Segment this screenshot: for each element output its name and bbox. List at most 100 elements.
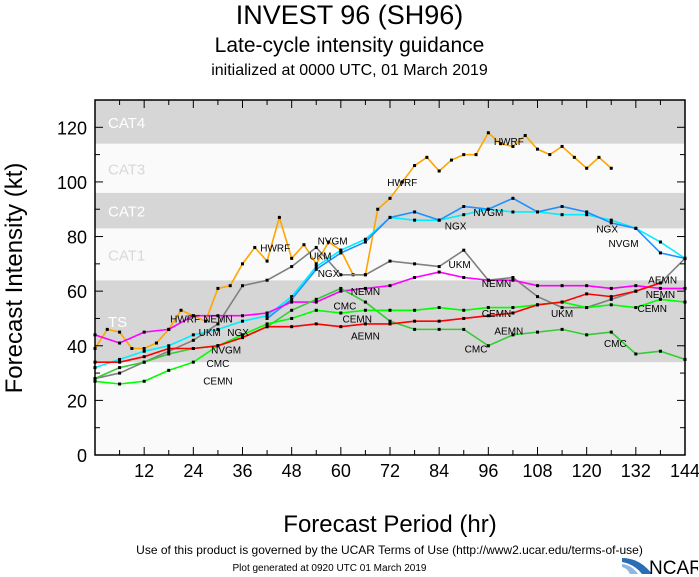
data-point xyxy=(609,166,613,170)
data-point xyxy=(167,327,171,331)
data-point xyxy=(142,349,146,353)
data-point xyxy=(413,210,417,214)
x-tick-label: 132 xyxy=(621,461,651,481)
data-point xyxy=(474,153,478,157)
data-point xyxy=(437,270,441,274)
data-point xyxy=(216,314,220,318)
data-point xyxy=(228,284,232,288)
data-point xyxy=(609,295,613,299)
data-point xyxy=(511,276,515,279)
data-point xyxy=(486,207,490,211)
series-label-ngx: NGX xyxy=(445,222,467,233)
data-point xyxy=(167,344,171,348)
data-point xyxy=(511,311,515,315)
series-label-cemn: CEMN xyxy=(482,309,511,320)
data-point xyxy=(314,322,318,326)
data-point xyxy=(130,347,134,350)
data-point xyxy=(314,267,318,271)
data-point xyxy=(118,341,122,345)
series-label-hwrf: HWRF xyxy=(170,314,200,325)
data-point xyxy=(216,286,220,290)
data-point xyxy=(167,368,171,372)
data-point xyxy=(437,319,441,323)
series-label-cmc: CMC xyxy=(334,301,357,312)
x-axis-label: Forecast Period (hr) xyxy=(283,511,496,538)
data-point xyxy=(536,284,539,288)
data-point xyxy=(142,330,146,334)
data-point xyxy=(560,213,564,217)
data-point xyxy=(536,303,539,307)
data-point xyxy=(118,357,122,361)
data-point xyxy=(388,196,392,200)
data-point xyxy=(191,338,195,342)
chart-subtitle: Late-cycle intensity guidance xyxy=(214,34,485,57)
data-point xyxy=(486,131,490,135)
series-label-aemn: AEMN xyxy=(648,276,677,287)
data-point xyxy=(658,349,662,353)
band-label-ts: TS xyxy=(108,314,127,331)
series-label-ngx: NGX xyxy=(227,328,249,339)
data-point xyxy=(511,144,515,148)
series-aemn xyxy=(93,281,662,364)
series-label-cmc: CMC xyxy=(207,359,230,370)
data-point xyxy=(191,314,195,318)
data-point xyxy=(462,213,466,217)
y-tick-label: 0 xyxy=(77,446,87,466)
data-point xyxy=(105,327,109,331)
data-point xyxy=(363,300,367,304)
series-label-nvgm: NVGM xyxy=(609,239,639,250)
data-point xyxy=(585,306,589,310)
data-point xyxy=(486,306,490,310)
data-point xyxy=(437,327,441,331)
series-label-ngx: NGX xyxy=(596,224,618,235)
series-label-ukm: UKM xyxy=(199,328,221,339)
series-label-cmc: CMC xyxy=(465,345,488,356)
data-point xyxy=(462,153,466,157)
data-point xyxy=(437,218,441,222)
data-point xyxy=(265,314,269,318)
data-point xyxy=(265,259,269,263)
data-point xyxy=(536,330,539,334)
data-point xyxy=(216,327,220,331)
series-line-nvgm xyxy=(266,197,686,320)
series-label-aemn: AEMN xyxy=(494,326,523,337)
data-point xyxy=(265,325,269,329)
data-point xyxy=(363,322,367,326)
data-point xyxy=(486,278,490,282)
data-point xyxy=(634,352,638,356)
data-point xyxy=(363,308,367,312)
series-label-nemn: NEMN xyxy=(646,290,675,301)
x-tick-label: 72 xyxy=(380,461,400,481)
data-point xyxy=(142,355,146,359)
data-point xyxy=(548,153,552,157)
data-point xyxy=(339,311,343,315)
data-point xyxy=(216,322,220,326)
data-point xyxy=(339,325,343,329)
data-point xyxy=(462,248,466,252)
data-point xyxy=(388,284,392,288)
data-point xyxy=(536,147,539,151)
data-point xyxy=(191,333,195,337)
data-point xyxy=(634,306,638,310)
data-point xyxy=(388,322,392,326)
data-point xyxy=(634,226,638,230)
data-point xyxy=(536,295,539,299)
data-point xyxy=(241,262,244,266)
data-point xyxy=(634,284,638,288)
data-point xyxy=(658,286,662,290)
data-point xyxy=(511,278,515,282)
data-point xyxy=(118,366,122,370)
data-point xyxy=(142,347,146,350)
data-point xyxy=(585,166,589,170)
data-point xyxy=(253,245,257,249)
data-point xyxy=(536,210,539,214)
data-point xyxy=(413,276,417,279)
series-label-nemn: NEMN xyxy=(482,279,511,290)
series-label-cemn: CEMN xyxy=(203,377,232,388)
data-point xyxy=(560,327,564,331)
data-point xyxy=(585,210,589,214)
data-point xyxy=(376,207,380,211)
data-point xyxy=(585,292,589,296)
data-point xyxy=(154,341,158,345)
